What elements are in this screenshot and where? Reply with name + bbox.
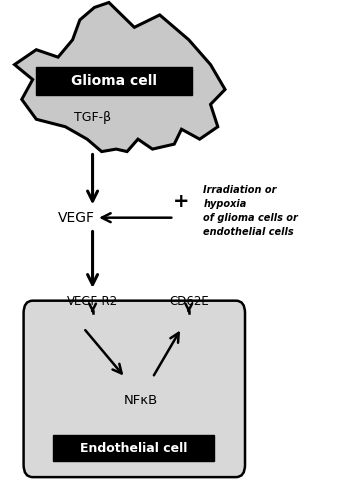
FancyBboxPatch shape — [53, 435, 214, 461]
Text: Endothelial cell: Endothelial cell — [80, 442, 187, 455]
FancyBboxPatch shape — [24, 301, 245, 477]
Text: Glioma cell: Glioma cell — [72, 74, 157, 88]
Text: VEGF-R2: VEGF-R2 — [67, 295, 118, 308]
Text: Irradiation or
hypoxia
of glioma cells or
endothelial cells: Irradiation or hypoxia of glioma cells o… — [203, 185, 298, 237]
Polygon shape — [15, 2, 225, 152]
FancyBboxPatch shape — [36, 67, 192, 95]
Text: TGF-β: TGF-β — [74, 111, 111, 124]
Text: CD62E: CD62E — [169, 295, 209, 308]
Text: NFκB: NFκB — [123, 394, 158, 407]
Text: VEGF: VEGF — [58, 211, 95, 225]
Text: +: + — [173, 192, 190, 211]
